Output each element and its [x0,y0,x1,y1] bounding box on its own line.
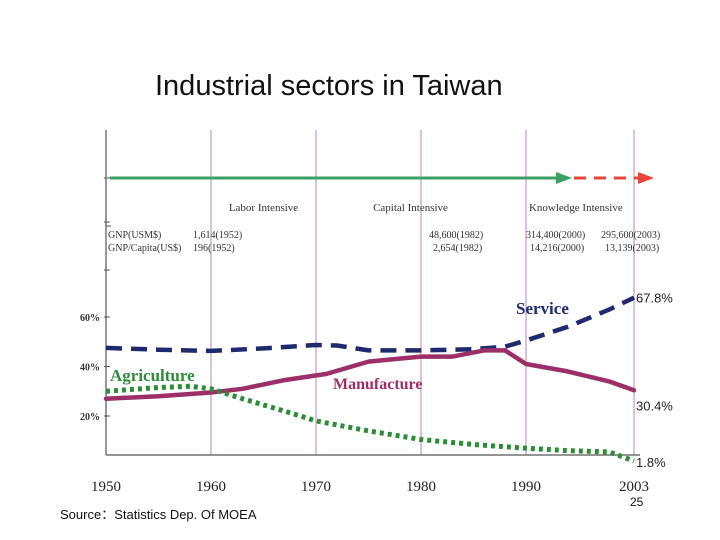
x-tick-label: 2003 [619,479,649,495]
series-name-service: Service [516,299,569,318]
x-tick-label: 1980 [406,479,436,495]
gnp-capita-value: 13,139(2003) [605,243,659,254]
gnp-value: 295,600(2003) [601,230,660,241]
era-label: Labor Intensive [229,202,298,214]
y-tick-label: 60% [80,313,100,324]
x-tick-label: 1970 [301,479,331,495]
gnp-capita-value: 196(1952) [193,243,235,254]
page-number: 25 [630,495,644,509]
era-arrow-head-red [638,172,654,184]
series-group [103,295,637,464]
gnp-value: 48,600(1982) [429,230,483,241]
x-tick-label: 1960 [196,479,226,495]
series-line-agriculture [105,383,635,464]
gnp-table: GNP(USM$) GNP/Capita(US$) 1,614(1952) 196(1… [106,225,660,254]
slide-title: Industrial sectors in Taiwan [155,70,503,102]
x-tick-label: 1990 [511,479,541,495]
gnp-capita-row-label: GNP/Capita(US$) [108,243,181,254]
era-label: Capital Intensive [373,202,448,214]
gnp-capita-value: 14,216(2000) [530,243,584,254]
gnp-value: 314,400(2000) [526,230,585,241]
series-labels: 67.8% 30.4% 1.8% Service Manufacture Agricult… [110,291,673,470]
era-labels: Labor Intensive Capital Intensive Knowledg… [229,202,623,214]
series-name-agriculture: Agriculture [110,366,195,385]
series-line-manufacture [103,348,637,401]
y-tick-label: 20% [80,412,100,423]
gnp-row-label: GNP(USM$) [108,230,161,241]
end-label-agriculture: 1.8% [636,455,666,470]
era-arrow [110,172,654,184]
end-label-service: 67.8% [636,291,673,306]
era-label: Knowledge Intensive [529,202,623,214]
series-name-manufacture: Manufacture [333,376,422,393]
source-note: Source：Statistics Dep. Of MOEA [60,507,257,522]
chart-axes: 1950 1960 1970 1980 1990 2003 60% 40% 20% [80,130,649,495]
gnp-value: 1,614(1952) [193,230,242,241]
y-tick-label: 40% [80,363,100,374]
series-line-service [105,295,635,354]
x-tick-label: 1950 [91,479,121,495]
era-arrow-head-green [556,172,572,184]
gnp-capita-value: 2,654(1982) [433,243,482,254]
chart-grid [210,130,635,455]
end-label-manufacture: 30.4% [636,398,673,413]
